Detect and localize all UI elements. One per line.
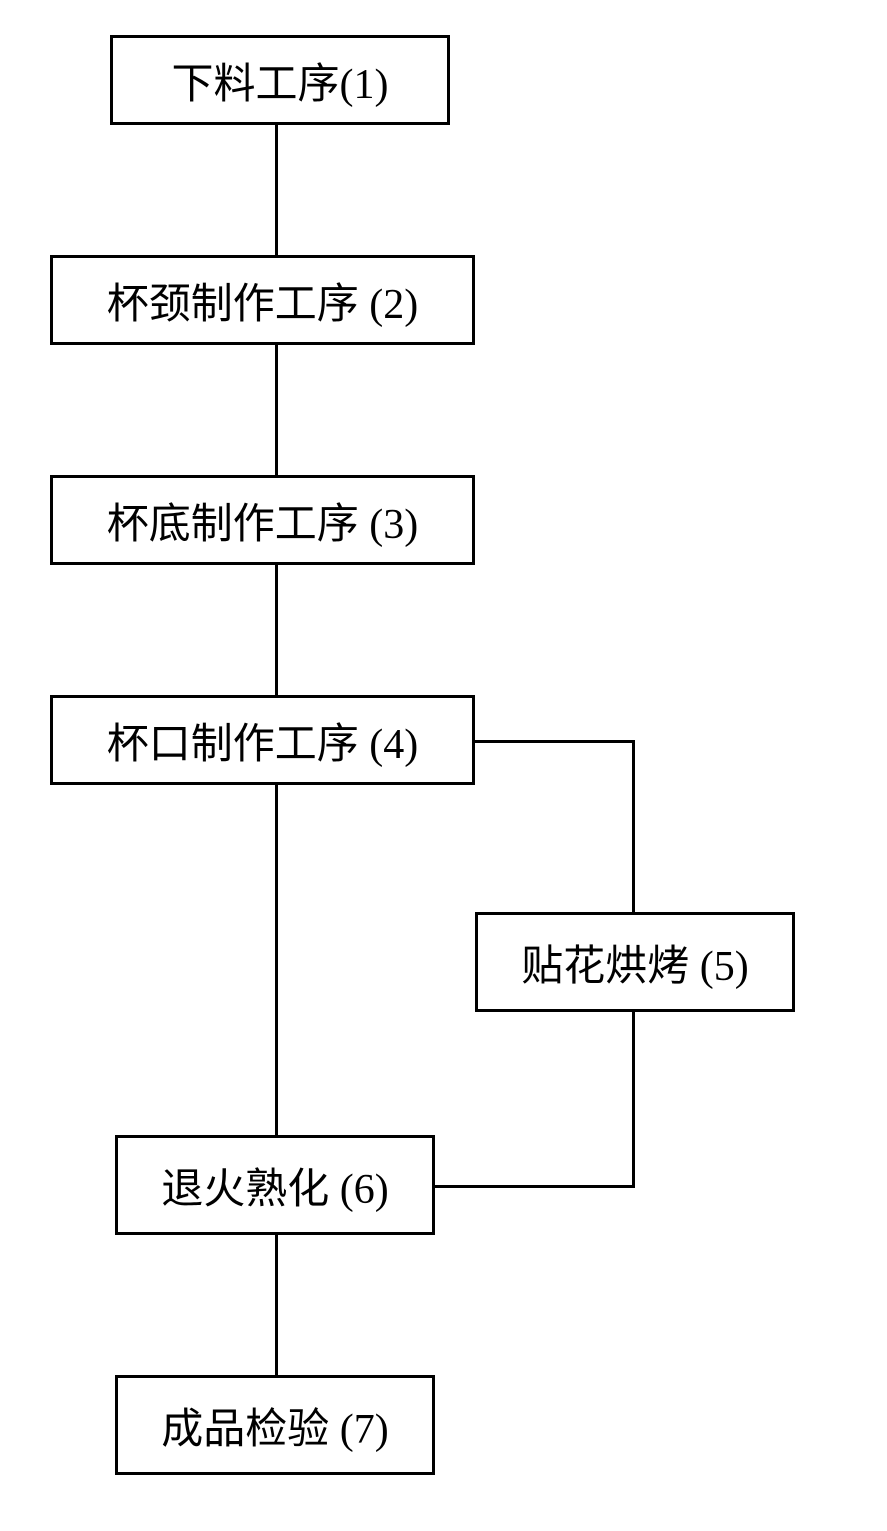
- node-label: 杯颈制作工序 (2): [107, 270, 418, 331]
- process-flowchart: 下料工序(1) 杯颈制作工序 (2) 杯底制作工序 (3) 杯口制作工序 (4)…: [0, 0, 887, 1531]
- connector-branch-6-h: [435, 1185, 635, 1188]
- connector-4-branch-h: [475, 740, 635, 743]
- node-step-5: 贴花烘烤 (5): [475, 912, 795, 1012]
- connector-branch-5-v: [632, 740, 635, 912]
- node-label: 杯底制作工序 (3): [107, 490, 418, 551]
- connector-6-7: [275, 1235, 278, 1375]
- node-step-1: 下料工序(1): [110, 35, 450, 125]
- connector-3-4: [275, 565, 278, 695]
- connector-4-6: [275, 785, 278, 1135]
- node-label: 下料工序(1): [172, 50, 389, 111]
- node-step-2: 杯颈制作工序 (2): [50, 255, 475, 345]
- connector-5-branch-v: [632, 1012, 635, 1185]
- connector-2-3: [275, 345, 278, 475]
- node-label: 成品检验 (7): [161, 1395, 388, 1456]
- node-step-6: 退火熟化 (6): [115, 1135, 435, 1235]
- connector-1-2: [275, 125, 278, 255]
- node-label: 退火熟化 (6): [161, 1155, 388, 1216]
- node-step-4: 杯口制作工序 (4): [50, 695, 475, 785]
- node-label: 贴花烘烤 (5): [521, 932, 748, 993]
- node-step-3: 杯底制作工序 (3): [50, 475, 475, 565]
- node-step-7: 成品检验 (7): [115, 1375, 435, 1475]
- node-label: 杯口制作工序 (4): [107, 710, 418, 771]
